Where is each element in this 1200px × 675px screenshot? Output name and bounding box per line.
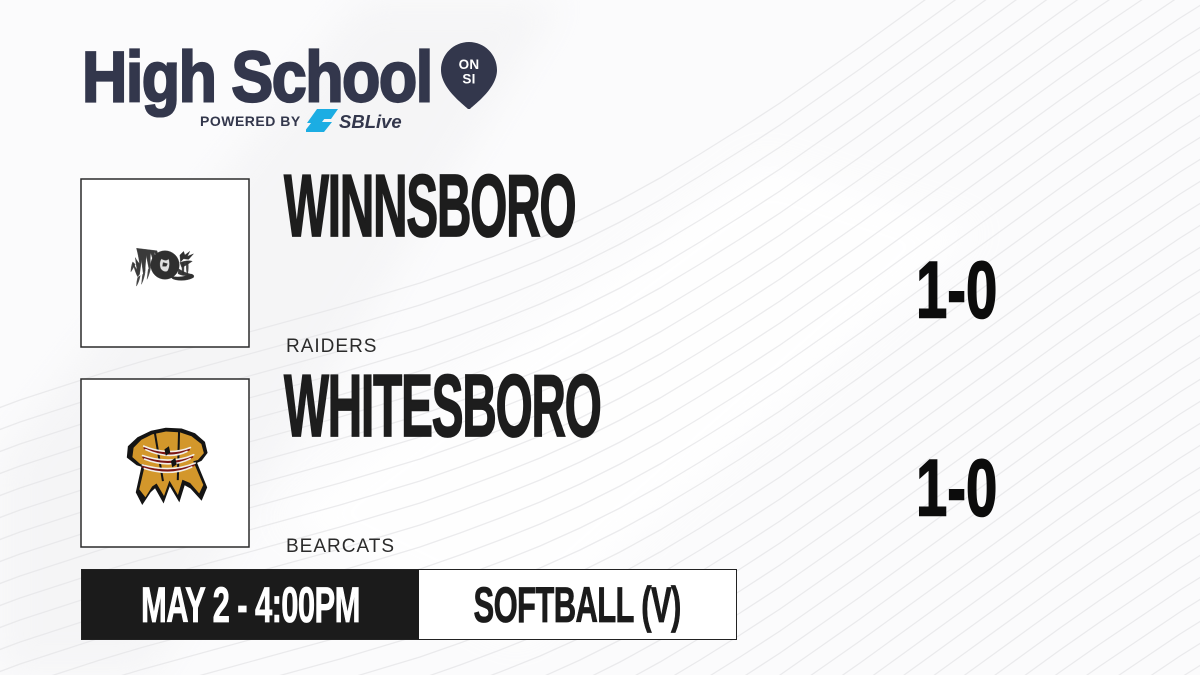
svg-text:SBLive: SBLive [339, 111, 402, 132]
svg-text:SI: SI [462, 72, 475, 87]
svg-text:ON: ON [458, 57, 479, 72]
